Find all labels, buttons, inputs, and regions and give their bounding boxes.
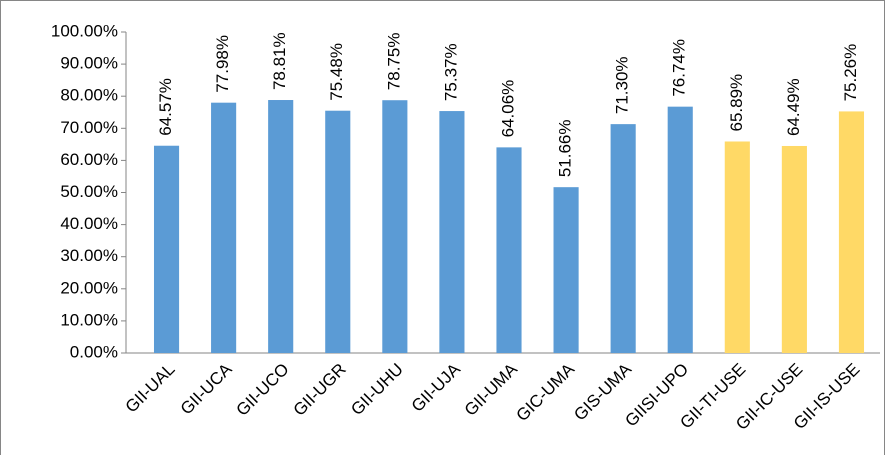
y-tick-label: 90.00% [60,54,118,73]
y-tick-label: 0.00% [70,342,118,361]
y-tick-label: 10.00% [60,310,118,329]
x-tick-label: GIC-UMA [513,359,579,425]
y-tick-label: 50.00% [60,182,118,201]
value-label: 76.74% [670,39,689,97]
x-tick-label: GII-UCA [177,359,236,418]
value-label: 64.49% [784,78,803,136]
bar [325,110,351,353]
bar [439,111,465,353]
y-tick-label: 30.00% [60,246,118,265]
y-tick-label: 40.00% [60,214,118,233]
bar [382,100,408,354]
bar [496,147,522,353]
value-label: 51.66% [556,119,575,177]
x-tick-label: GII-UGR [290,360,350,420]
value-label: 64.57% [156,78,175,136]
y-tick-label: 100.00% [51,21,118,40]
bar [553,187,579,353]
value-label: 64.06% [498,80,517,138]
x-tick-label: GII-UAL [122,360,179,417]
bar [724,141,750,353]
value-label: 78.81% [270,32,289,90]
bar [153,145,180,353]
value-label: 75.37% [441,43,460,101]
bar [838,111,865,353]
value-label: 78.75% [384,33,403,91]
y-tick-label: 20.00% [60,278,118,297]
bar [667,106,693,353]
value-label: 71.30% [613,56,632,114]
y-tick-label: 80.00% [60,86,118,105]
value-label: 75.48% [327,43,346,101]
bar [211,102,237,353]
value-label: 75.26% [841,44,860,102]
bar [268,100,294,353]
bar [610,124,636,353]
value-label: 77.98% [213,35,232,93]
bar [781,145,807,353]
y-tick-label: 70.00% [60,118,118,137]
x-tick-label: GII-UHU [347,360,407,420]
y-tick-label: 60.00% [60,150,118,169]
x-tick-label: GII-UJA [408,359,465,416]
value-label: 65.89% [727,74,746,132]
x-tick-label: GII-UCO [233,360,293,420]
